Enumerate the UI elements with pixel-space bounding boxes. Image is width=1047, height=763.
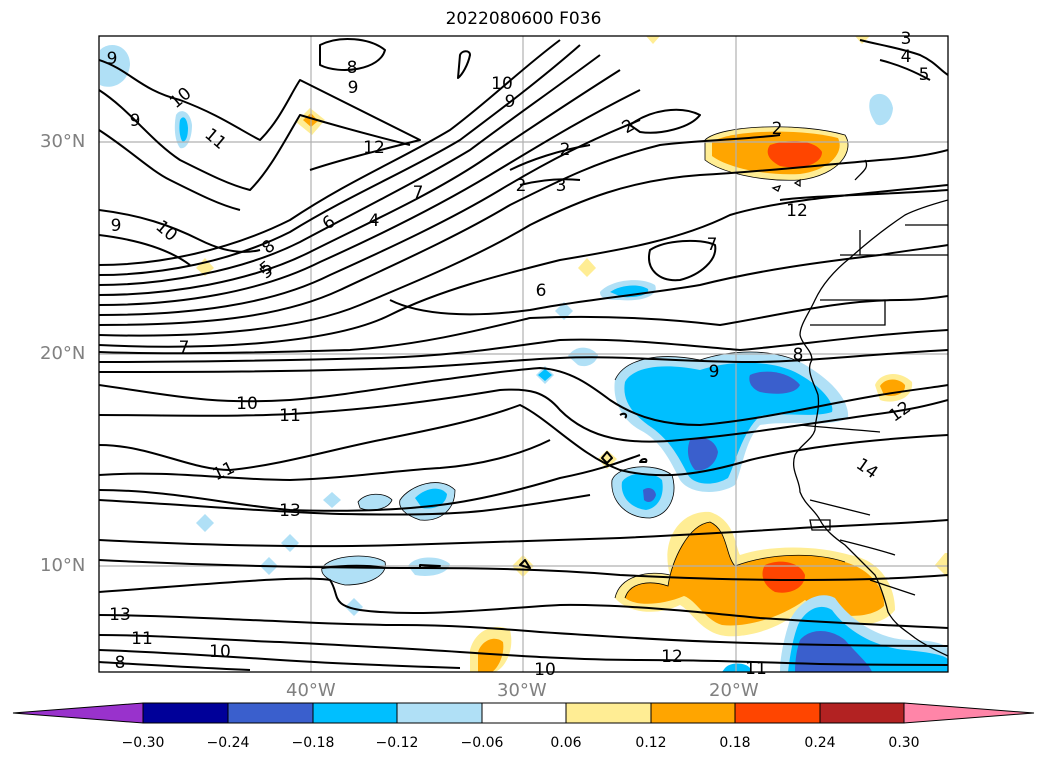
lon-label-20w: 20°W [709, 680, 759, 701]
negative-anomaly-area [415, 488, 447, 509]
contour-label: 9 [111, 216, 122, 236]
colorbar-tick-label: 0.30 [888, 735, 920, 751]
contour-label: 10 [236, 394, 258, 414]
strong-negative-anomaly-area [795, 631, 872, 672]
contour-label: 12 [886, 398, 915, 427]
contour-label: 11 [131, 629, 153, 649]
lon-label-40w: 40°W [286, 680, 336, 701]
colorbar-bin [312, 702, 398, 724]
colorbar-bin [481, 702, 567, 724]
anomaly-fill-layer [100, 36, 948, 672]
contour-label: 2 [772, 119, 783, 139]
colorbar-under-extension [12, 702, 144, 724]
contour-label: 10 [491, 74, 513, 94]
positive-anomaly-area [646, 36, 660, 44]
colorbar-tick-label: 0.12 [635, 735, 667, 751]
negative-anomaly-area [321, 556, 386, 585]
colorbar-bin [565, 702, 652, 724]
contour-label: 8 [793, 345, 804, 365]
negative-anomaly-area [281, 534, 299, 552]
negative-anomaly-area [345, 598, 363, 616]
contour-label: 7 [707, 235, 718, 255]
negative-anomaly-area [323, 492, 341, 508]
contour-label: 9 [709, 362, 720, 382]
contour-label: 11 [745, 659, 767, 679]
contour-label: 10 [151, 217, 180, 246]
contour-label: 2 [619, 115, 638, 138]
colorbar-over-extension [903, 702, 1035, 724]
colorbar-bin [396, 702, 483, 724]
colorbar-tick-label: −0.30 [121, 735, 165, 751]
contour-label: 8 [347, 58, 358, 78]
contour-label: 13 [279, 501, 301, 521]
strong-negative-anomaly-area [687, 437, 718, 471]
contour-label: 9 [107, 49, 118, 69]
contour-label: 10 [209, 642, 231, 662]
contour-label: 4 [901, 47, 912, 67]
positive-anomaly-area [578, 258, 596, 277]
contour-label: 11 [210, 458, 238, 485]
contour-label: 10 [166, 84, 195, 113]
contour-label: 2 [560, 140, 571, 160]
colorbar-tick-label: 0.06 [550, 735, 582, 751]
lon-label-30w: 30°W [497, 680, 547, 701]
colorbar-tick-label: 0.24 [804, 735, 836, 751]
strong-positive-anomaly-area [762, 561, 805, 593]
contour-label: 12 [363, 138, 385, 158]
contour-lines [99, 38, 948, 671]
contour-label: 9 [130, 111, 141, 131]
contour-label: 6 [536, 281, 547, 301]
negative-anomaly-area [358, 494, 392, 510]
colorbar-bin [227, 702, 314, 724]
positive-anomaly-area [478, 638, 504, 672]
colorbar [12, 702, 1035, 724]
contour-label: 10 [534, 660, 556, 680]
contour-label: 9 [505, 92, 516, 112]
negative-anomaly-area [538, 369, 552, 381]
contour-label: 14 [852, 455, 881, 484]
map-title: 2022080600 F036 [445, 9, 602, 29]
contour-label: 3 [556, 176, 567, 196]
positive-anomaly-area [598, 450, 617, 469]
contour-label: 12 [786, 201, 808, 221]
contour-label: 12 [661, 647, 683, 667]
contour-label: 7 [179, 338, 190, 358]
contour-label: 5 [919, 65, 930, 85]
contour-label: 3 [901, 29, 912, 49]
negative-anomaly-area [555, 302, 573, 320]
colorbar-bin [650, 702, 736, 724]
negative-anomaly-area [722, 663, 752, 672]
colorbar-tick-label: −0.06 [460, 735, 504, 751]
contour-label: 4 [369, 211, 380, 231]
contour-label: 9 [348, 78, 359, 98]
negative-anomaly-area [196, 514, 214, 532]
contour-label: 8 [115, 653, 126, 673]
negative-anomaly-area [621, 473, 663, 510]
strong-negative-anomaly-area [749, 371, 800, 394]
plot-frame [98, 35, 949, 673]
positive-anomaly-area [196, 258, 214, 276]
contour-label: 13 [109, 605, 131, 625]
strong-negative-anomaly-area [643, 487, 656, 503]
strong-positive-anomaly-area [767, 140, 822, 168]
colorbar-bin [819, 702, 905, 724]
colorbar-bin [734, 702, 821, 724]
lat-label-20n: 20°N [40, 343, 86, 364]
lat-label-10n: 10°N [40, 555, 86, 576]
colorbar-bin [142, 702, 229, 724]
contour-label: 2 [516, 176, 527, 196]
negative-anomaly-area [869, 93, 893, 126]
colorbar-tick-label: 0.18 [719, 735, 751, 751]
contour-label: 7 [413, 183, 424, 203]
contour-label: 11 [200, 125, 229, 154]
colorbar-tick-label: −0.18 [291, 735, 335, 751]
coastline [771, 159, 948, 657]
negative-anomaly-area [179, 117, 188, 142]
colorbar-tick-label: −0.24 [206, 735, 250, 751]
colorbar-tick-label: −0.12 [375, 735, 419, 751]
contour-label: 11 [279, 406, 301, 426]
lat-label-30n: 30°N [40, 131, 86, 152]
